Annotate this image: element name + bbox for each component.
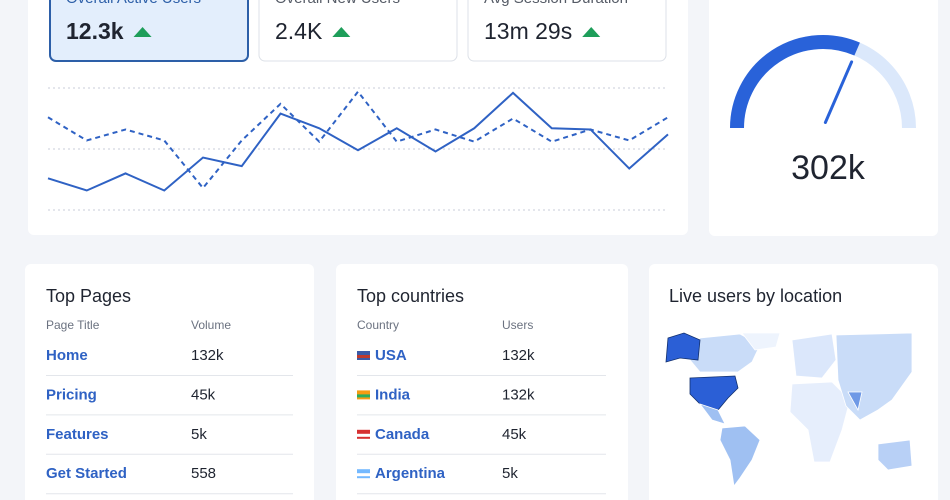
alaska — [665, 332, 701, 363]
row-value: 132k — [502, 347, 535, 364]
australia — [877, 439, 913, 471]
row-link: USA — [375, 347, 407, 364]
series-line — [47, 91, 669, 192]
row-link: India — [375, 386, 411, 403]
column-header: Users — [502, 318, 533, 332]
usa — [689, 375, 739, 411]
metric-label: Overall Active Users — [66, 0, 201, 7]
row-value: 558 — [191, 465, 216, 482]
row-link: Pricing — [46, 386, 97, 403]
metric-value: 2.4K — [275, 18, 323, 44]
metric-tile — [258, 0, 458, 62]
metric-label: Overall New Users — [275, 0, 400, 7]
row-value: 45k — [191, 386, 216, 403]
gauge-fill — [730, 35, 860, 129]
column-header: Volume — [191, 318, 231, 332]
trend-up-icon — [332, 27, 351, 37]
south-america — [719, 425, 761, 488]
metric-value: 12.3k — [66, 18, 124, 44]
flag-icon — [357, 473, 370, 477]
metric-value: 13m 29s — [484, 18, 572, 44]
row-value: 5k — [191, 426, 207, 443]
africa — [789, 381, 851, 463]
grid — [48, 87, 668, 211]
world-map — [665, 332, 913, 488]
column-header: Country — [357, 318, 399, 332]
series-line — [47, 90, 669, 190]
trend-up-icon — [582, 27, 601, 37]
row-link: Home — [46, 347, 88, 364]
metric-tile — [49, 0, 249, 62]
row-link: Get Started — [46, 465, 127, 482]
metric-tile — [467, 0, 667, 62]
trend-up-icon — [133, 27, 152, 37]
column-header: Page Title — [46, 318, 100, 332]
canada — [689, 333, 761, 373]
countries-card — [336, 264, 628, 500]
card-title: Top Pages — [46, 286, 131, 306]
flag-icon — [357, 394, 370, 398]
gauge-needle — [823, 60, 854, 124]
card-title: Top countries — [357, 286, 464, 306]
india — [847, 391, 863, 412]
row-link: Argentina — [375, 465, 446, 482]
row-link: Canada — [375, 426, 430, 443]
row-value: 132k — [191, 347, 224, 364]
metric-label: Avg Session Duration — [484, 0, 628, 7]
flag-icon — [357, 433, 370, 437]
greenland — [741, 332, 781, 351]
row-value: 132k — [502, 386, 535, 403]
row-value: 45k — [502, 426, 527, 443]
flag-icon — [357, 355, 370, 358]
gauge-label: 302k — [791, 149, 866, 187]
pages-card — [25, 264, 314, 500]
row-link: Features — [46, 426, 109, 443]
europe — [791, 333, 837, 379]
row-value: 5k — [502, 465, 518, 482]
mexico — [698, 403, 726, 425]
card-title: Live users by location — [669, 286, 842, 306]
